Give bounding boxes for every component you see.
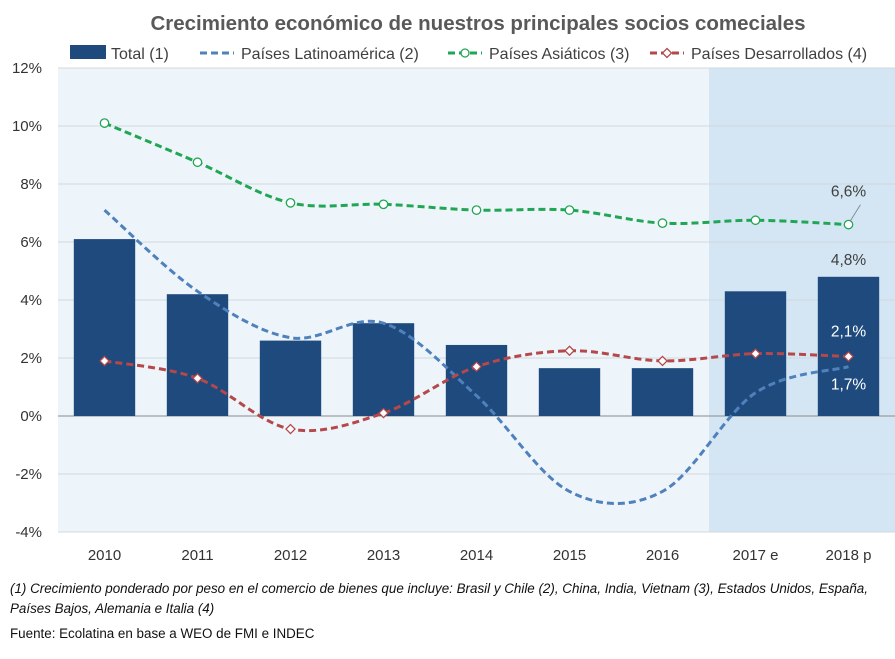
y-tick-label: 10% bbox=[12, 118, 42, 135]
point-paises-asiaticos bbox=[192, 157, 203, 168]
bar-total bbox=[817, 276, 880, 416]
x-tick-label: 2018 p bbox=[826, 547, 872, 564]
point-paises-asiaticos bbox=[750, 215, 761, 226]
point-paises-desarrollados bbox=[843, 351, 854, 362]
y-tick-label: 6% bbox=[20, 234, 42, 251]
legend-marker bbox=[460, 48, 470, 58]
point-paises-asiaticos bbox=[99, 118, 110, 128]
data-label: 2,1% bbox=[831, 324, 867, 341]
bar-total bbox=[352, 323, 415, 416]
point-paises-desarrollados bbox=[285, 423, 296, 435]
point-paises-desarrollados bbox=[657, 355, 668, 367]
y-tick-label: 8% bbox=[20, 176, 42, 193]
legend-label: Total (1) bbox=[111, 46, 169, 63]
line-paises-latinoamerica bbox=[103, 208, 849, 505]
chart: -4% -2% 0% 2% 4% 6% 8% 10% 12% 2010 2011 2012 2013 20… bbox=[12, 12, 895, 564]
legend-marker bbox=[661, 47, 673, 59]
footnote: (1) Crecimiento ponderado por peso en el… bbox=[10, 581, 868, 616]
point-paises-desarrollados bbox=[378, 407, 389, 419]
x-tick-label: 2017 e bbox=[733, 547, 779, 564]
x-tick-label: 2016 bbox=[646, 547, 679, 564]
legend-label: Países Desarrollados (4) bbox=[691, 46, 867, 63]
x-tick-label: 2015 bbox=[553, 547, 586, 564]
y-tick-label: 0% bbox=[20, 408, 42, 425]
point-paises-desarrollados bbox=[750, 348, 761, 360]
legend-label: Países Latinoamérica (2) bbox=[241, 46, 419, 63]
y-tick-label: -4% bbox=[15, 524, 42, 541]
point-paises-asiaticos bbox=[471, 205, 482, 215]
y-tick-label: 12% bbox=[12, 60, 42, 77]
data-label: 1,7% bbox=[831, 377, 867, 394]
source-note: Fuente: Ecolatina en base a WEO de FMI e… bbox=[10, 626, 315, 641]
point-paises-asiaticos bbox=[564, 205, 575, 215]
point-paises-desarrollados bbox=[564, 345, 575, 357]
bar-total bbox=[631, 368, 694, 416]
bar-total bbox=[166, 294, 229, 416]
data-label: 6,6% bbox=[831, 184, 867, 201]
point-paises-asiaticos bbox=[285, 198, 296, 208]
point-paises-desarrollados bbox=[99, 355, 110, 367]
x-tick-label: 2012 bbox=[274, 547, 307, 564]
bar-total bbox=[445, 344, 508, 416]
point-paises-desarrollados bbox=[471, 361, 482, 373]
data-label-leader bbox=[850, 204, 861, 221]
bar-total bbox=[73, 239, 136, 416]
point-paises-asiaticos bbox=[378, 199, 389, 210]
point-paises-asiaticos bbox=[843, 219, 854, 230]
x-tick-label: 2013 bbox=[367, 547, 400, 564]
bar-total bbox=[259, 340, 322, 416]
point-paises-desarrollados bbox=[192, 372, 203, 384]
y-tick-label: -2% bbox=[15, 466, 42, 483]
legend-swatch-total bbox=[70, 45, 106, 59]
chart-title: Crecimiento económico de nuestros princi… bbox=[150, 12, 805, 35]
x-tick-label: 2011 bbox=[181, 547, 213, 564]
legend-label: Países Asiáticos (3) bbox=[489, 46, 630, 63]
x-tick-label: 2010 bbox=[88, 547, 121, 564]
y-tick-label: 4% bbox=[20, 292, 42, 309]
bar-total bbox=[538, 368, 601, 416]
y-tick-label: 2% bbox=[20, 350, 42, 367]
point-paises-asiaticos bbox=[657, 218, 668, 228]
data-label: 4,8% bbox=[831, 252, 867, 269]
x-tick-label: 2014 bbox=[460, 547, 493, 564]
